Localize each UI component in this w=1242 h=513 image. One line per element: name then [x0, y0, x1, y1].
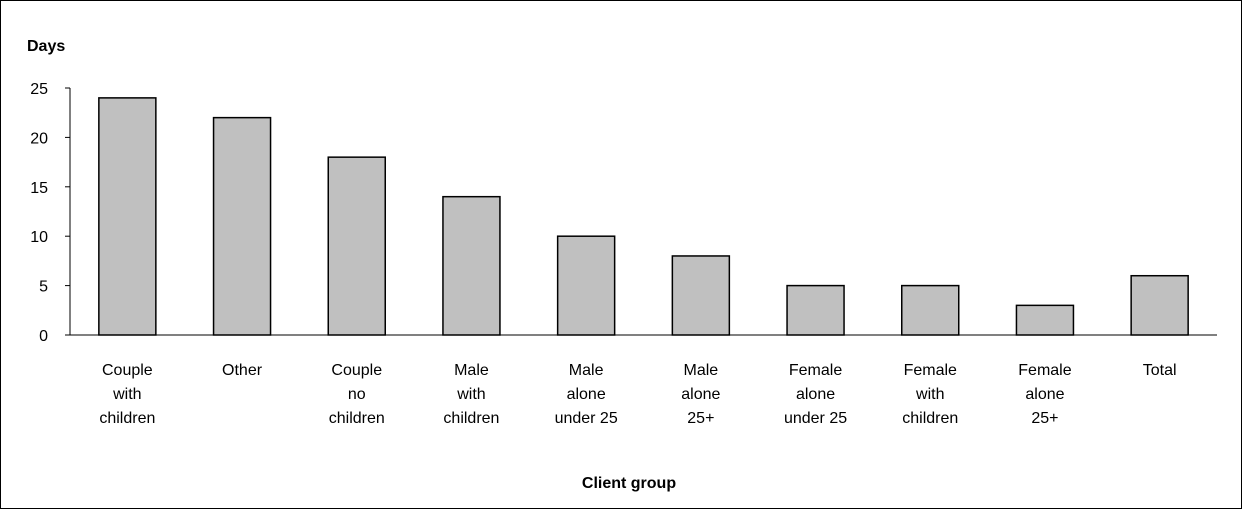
- x-tick-label: Total: [1143, 362, 1177, 379]
- y-tick-label: 15: [30, 180, 48, 197]
- x-tick-label: Couple with children: [99, 362, 155, 427]
- bar: [1130, 274, 1189, 336]
- x-axis-labels: Couple with children Other Couple no children M…: [99, 362, 1176, 427]
- x-tick-label: Male alone under 25: [555, 362, 618, 427]
- y-axis-ticks: 0 5 10 15 20 25: [30, 81, 70, 345]
- bar: [327, 156, 386, 336]
- y-tick-label: 10: [30, 229, 48, 246]
- bar: [442, 195, 501, 336]
- bar: [212, 116, 272, 336]
- bar: [671, 255, 731, 336]
- x-tick-label: Couple no children: [329, 362, 385, 427]
- x-tick-label: Male with children: [443, 362, 499, 427]
- x-tick-label: Female alone under 25: [784, 362, 847, 427]
- y-axis-title: Days: [27, 38, 65, 55]
- bars: [98, 97, 1189, 336]
- y-tick-label: 0: [39, 328, 48, 345]
- bar: [901, 284, 960, 336]
- bar: [556, 235, 616, 336]
- bar: [1015, 304, 1075, 336]
- x-tick-label: Female with children: [902, 362, 958, 427]
- bar: [786, 284, 845, 336]
- x-tick-label: Other: [222, 362, 263, 379]
- y-tick-label: 25: [30, 81, 48, 98]
- x-tick-label: Male alone 25+: [681, 362, 720, 427]
- y-tick-label: 5: [39, 279, 48, 296]
- x-axis-title: Client group: [582, 475, 676, 492]
- bar: [98, 97, 157, 336]
- y-tick-label: 20: [30, 130, 48, 147]
- x-tick-label: Female alone 25+: [1018, 362, 1071, 427]
